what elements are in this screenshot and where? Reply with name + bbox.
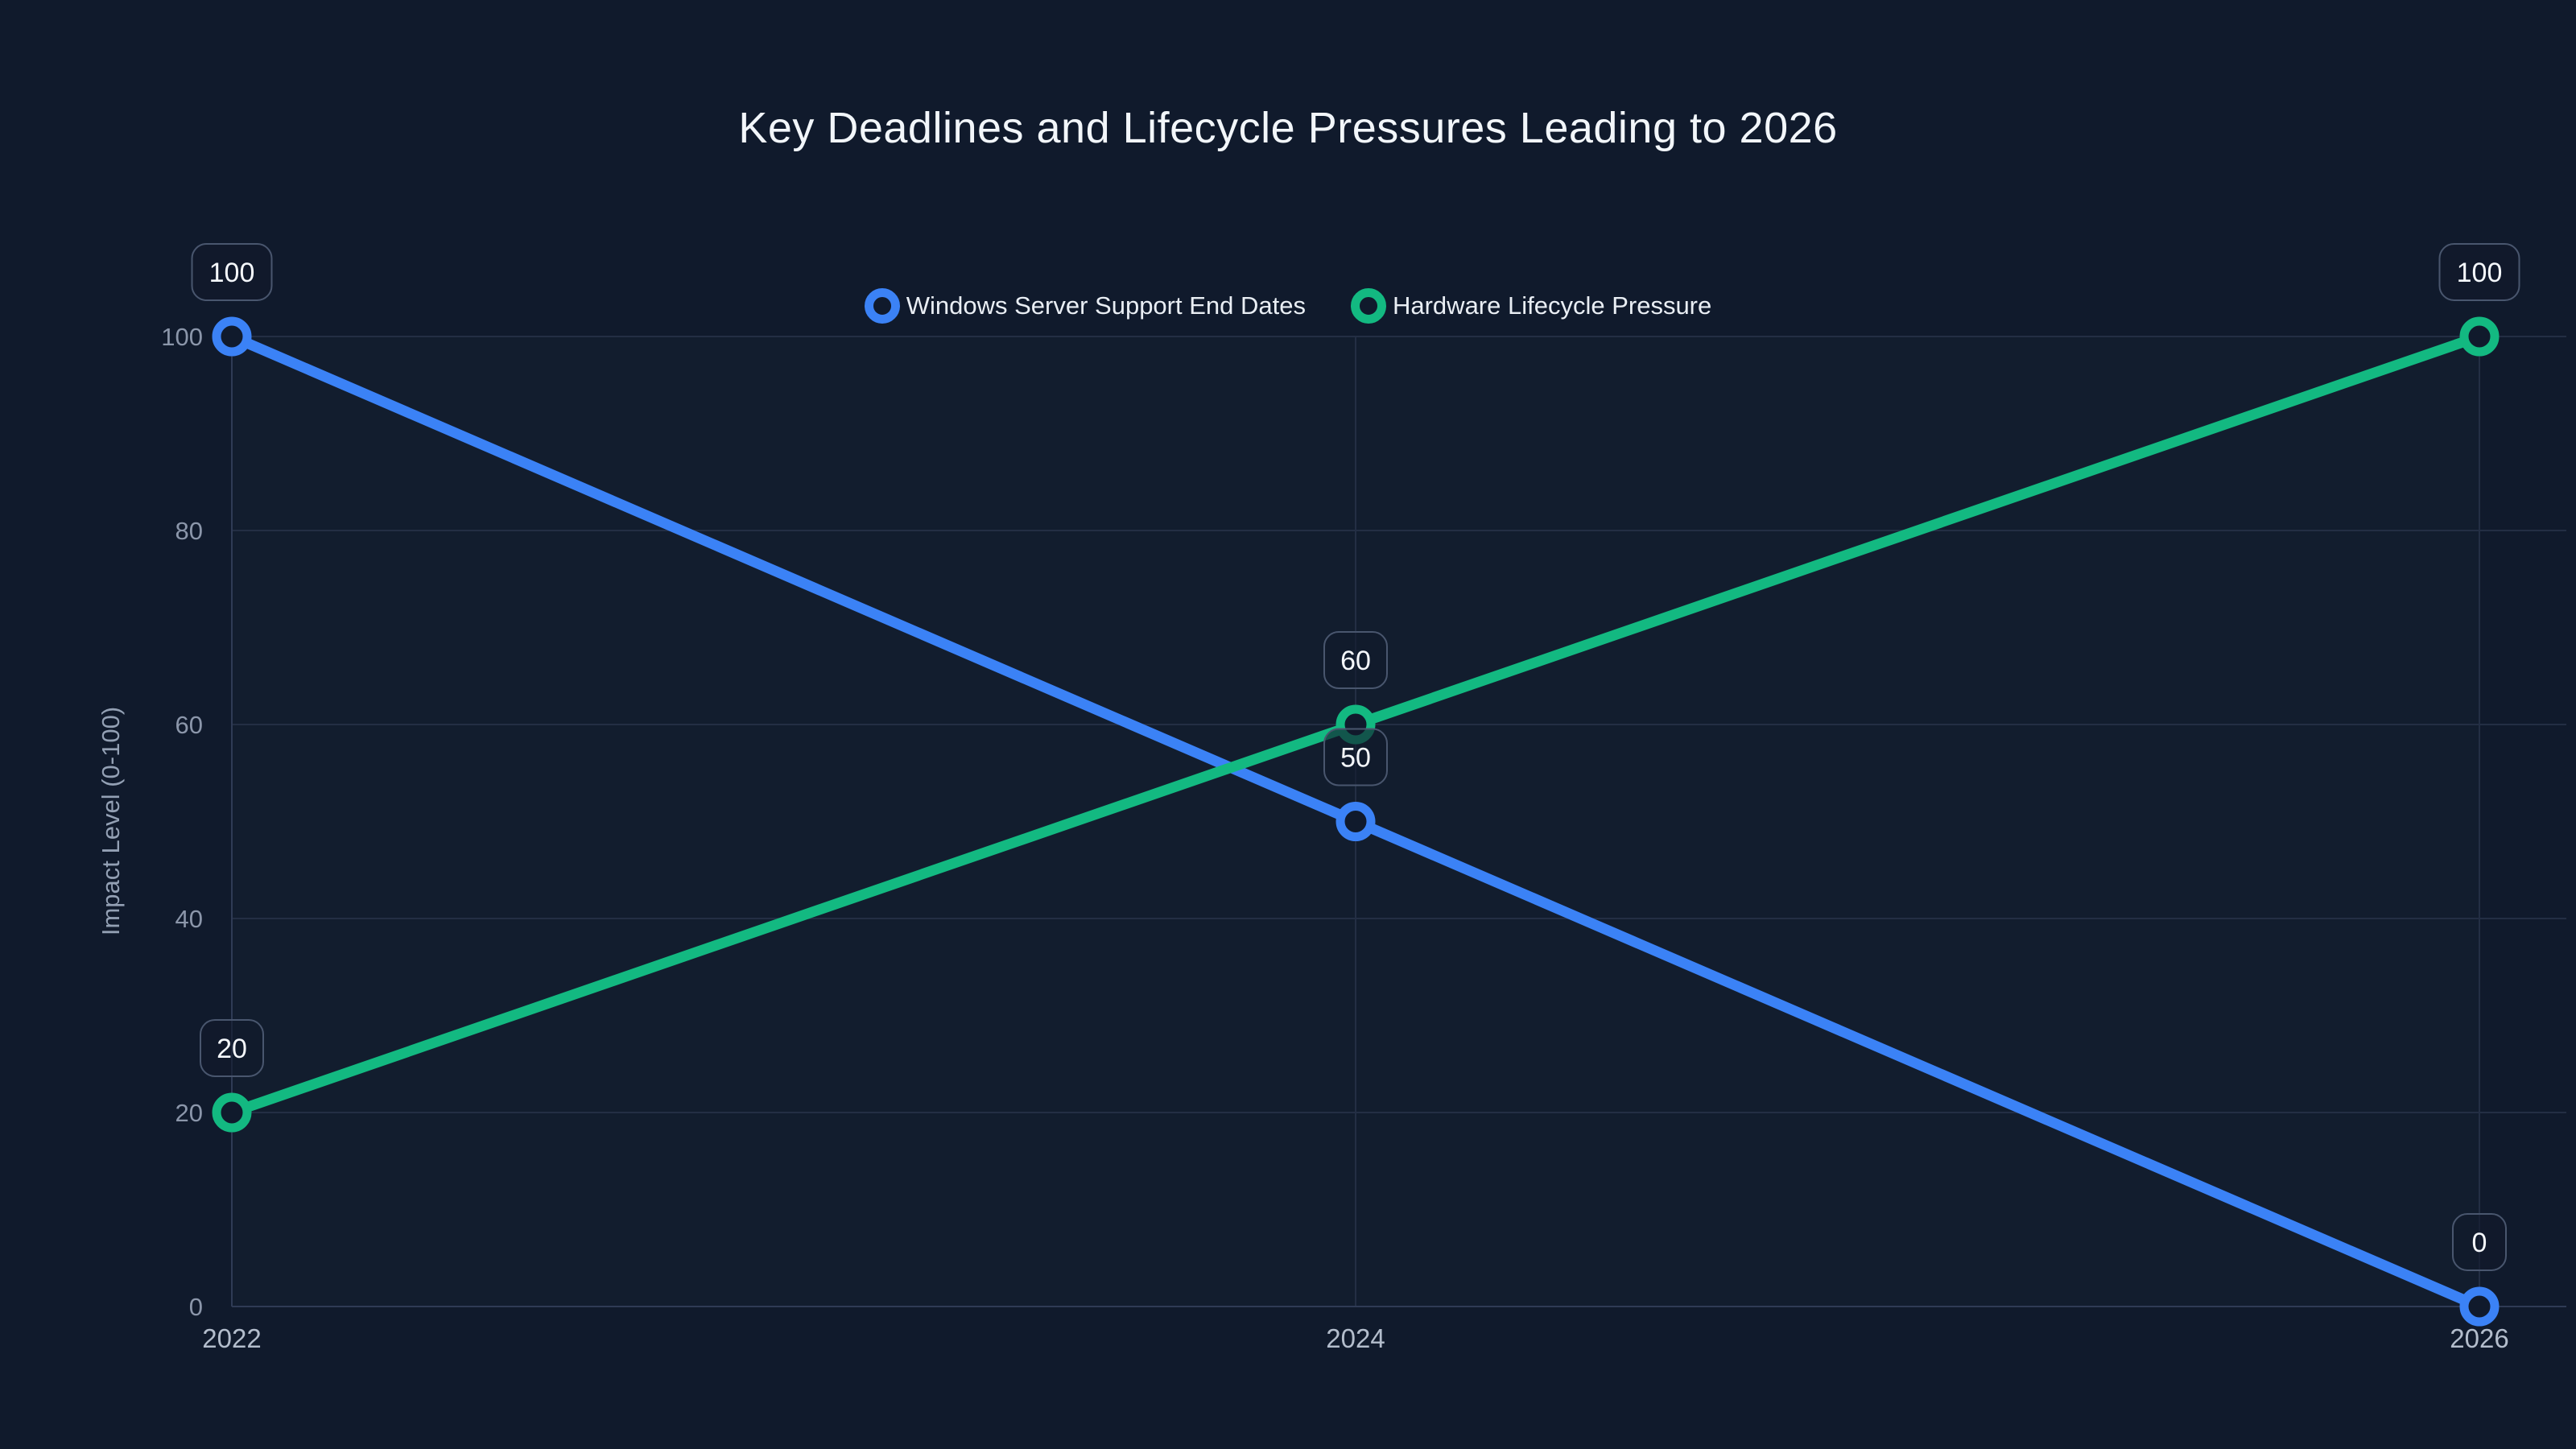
legend-item-windows-server-support-end-dates[interactable]: Windows Server Support End Dates xyxy=(864,288,1306,324)
data-label: 0 xyxy=(2472,1228,2487,1258)
chart-title: Key Deadlines and Lifecycle Pressures Le… xyxy=(738,104,1838,152)
legend-ring-icon xyxy=(1350,288,1386,324)
legend-item-hardware-lifecycle-pressure[interactable]: Hardware Lifecycle Pressure xyxy=(1350,288,1712,324)
y-axis-tick-label: 60 xyxy=(175,711,203,739)
y-axis-tick-label: 80 xyxy=(175,517,203,545)
data-label-box xyxy=(1323,631,1388,689)
data-label-box xyxy=(2452,1213,2507,1271)
data-label: 20 xyxy=(217,1034,247,1064)
y-axis-tick-label: 0 xyxy=(189,1293,203,1321)
legend-ring-icon xyxy=(864,288,900,324)
data-label-box xyxy=(200,1019,264,1077)
x-axis-tick-label: 2026 xyxy=(2450,1323,2508,1353)
y-axis-tick-label: 40 xyxy=(175,905,203,933)
data-label-box xyxy=(1323,728,1388,786)
data-label: 50 xyxy=(1340,743,1371,774)
y-axis-tick-label: 20 xyxy=(175,1099,203,1127)
data-point-marker[interactable] xyxy=(212,1092,252,1133)
y-axis-title: Impact Level (0-100) xyxy=(97,707,125,935)
data-label-box xyxy=(2438,243,2520,301)
data-point-marker[interactable] xyxy=(212,316,252,357)
y-axis-tick-label: 100 xyxy=(161,323,203,351)
chart-legend: Windows Server Support End Dates Hardwar… xyxy=(0,288,2576,324)
x-axis-tick-label: 2022 xyxy=(202,1323,261,1353)
data-label: 100 xyxy=(2457,258,2503,288)
data-point-marker[interactable] xyxy=(2459,316,2500,357)
data-label: 60 xyxy=(1340,646,1371,676)
data-point-marker[interactable] xyxy=(2459,1286,2500,1327)
legend-label: Windows Server Support End Dates xyxy=(906,291,1306,320)
legend-label: Hardware Lifecycle Pressure xyxy=(1392,291,1712,320)
data-label-box xyxy=(191,243,273,301)
x-axis-tick-label: 2024 xyxy=(1326,1323,1385,1353)
data-point-marker[interactable] xyxy=(1335,802,1376,841)
data-label: 100 xyxy=(209,258,255,288)
